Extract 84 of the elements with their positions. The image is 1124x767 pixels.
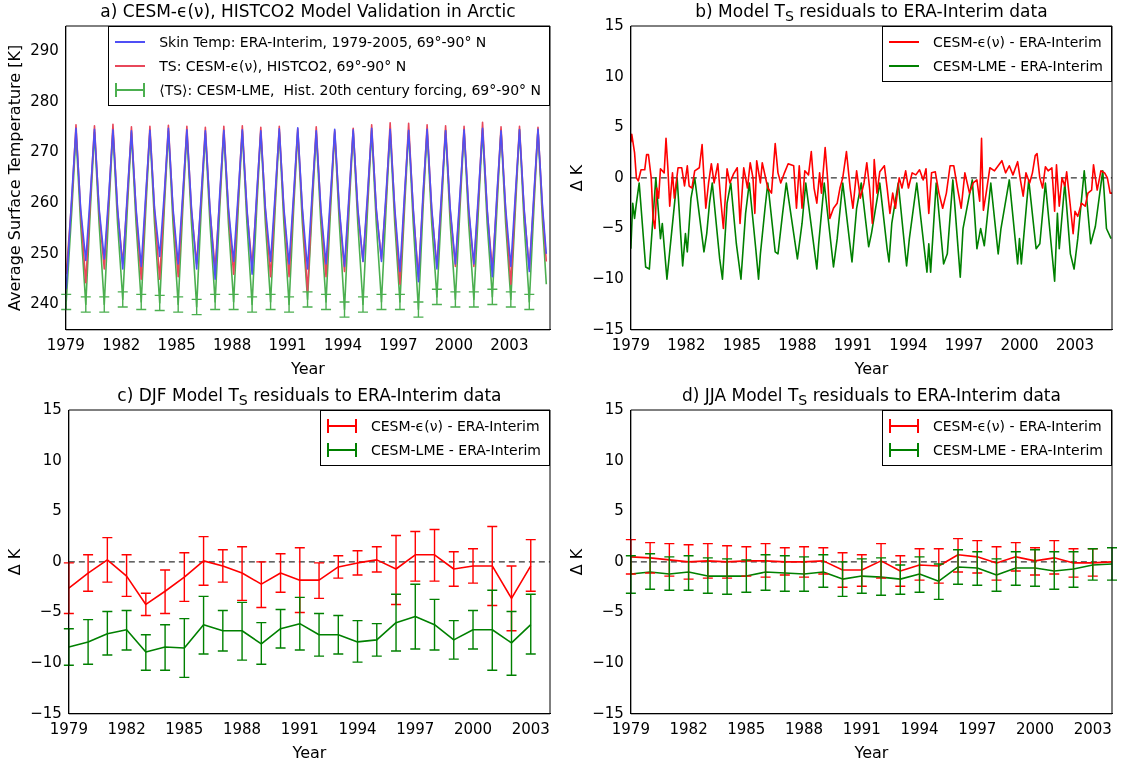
x-tick-label: 1988 <box>778 335 817 354</box>
x-tick-label: 2003 <box>1055 335 1095 354</box>
legend-label: ⟨TS⟩: CESM-LME, Hist. 20th century forcing, 69°-90° N <box>159 82 541 98</box>
x-axis-title: Year <box>291 742 327 762</box>
x-tick-label: 2003 <box>1073 719 1112 738</box>
x-tick-label: 1991 <box>842 719 881 738</box>
y-tick-label: 5 <box>614 117 624 136</box>
x-tick-label: 1985 <box>157 335 196 354</box>
y-axis-title: Δ K <box>4 548 24 576</box>
y-tick-label: 260 <box>30 193 59 212</box>
y-tick-label: 250 <box>30 243 59 262</box>
x-tick-label: 1982 <box>102 335 141 354</box>
x-tick-label: 1994 <box>900 719 939 738</box>
x-tick-label: 1997 <box>958 719 997 738</box>
x-tick-label: 1997 <box>944 335 984 354</box>
legend-label: CESM-LME - ERA-Interim <box>370 442 541 458</box>
y-tick-label: 5 <box>52 501 62 520</box>
x-tick-label: 1991 <box>268 335 307 354</box>
y-tick-label: 240 <box>30 294 59 313</box>
y-tick-label: −15 <box>30 703 62 722</box>
y-tick-label: −10 <box>30 653 62 672</box>
x-tick-label: 1982 <box>669 719 708 738</box>
y-tick-label: 280 <box>30 91 59 110</box>
y-tick-label: −5 <box>601 602 624 621</box>
y-tick-label: 5 <box>614 501 624 520</box>
legend-label: Skin Temp: ERA-Interim, 1979-2005, 69°-90° N <box>159 34 487 50</box>
y-tick-label: 10 <box>42 450 62 469</box>
y-tick-label: 290 <box>30 41 59 60</box>
x-tick-label: 2003 <box>511 719 550 738</box>
y-axis-title: Average Surface Temperature [K] <box>4 44 24 312</box>
y-tick-label: 0 <box>614 551 624 570</box>
chart-title: c) DJF Model T$_{S}$ residuals to ERA-Interim data <box>116 385 503 409</box>
chart-title: b) Model T$_{S}$ residuals to ERA-Interim data <box>694 1 1049 25</box>
x-tick-label: 1991 <box>280 719 319 738</box>
x-tick-label: 1985 <box>727 719 766 738</box>
x-tick-label: 1991 <box>833 335 873 354</box>
x-tick-label: 1994 <box>889 335 928 354</box>
chart-title: d) JJA Model T$_{S}$ residuals to ERA-Interim data <box>680 385 1062 409</box>
x-tick-label: 1982 <box>667 335 706 354</box>
chart-title: a) CESM-ϵ(ν), HISTCO2 Model Validation in Arctic <box>99 1 517 21</box>
y-tick-label: 15 <box>604 399 624 418</box>
x-tick-label: 1985 <box>165 719 204 738</box>
x-axis-title: Year <box>853 358 889 378</box>
y-tick-label: −5 <box>39 602 62 621</box>
legend-label: CESM-LME - ERA-Interim <box>932 442 1103 458</box>
legend-label: CESM-ϵ(ν) - ERA-Interim <box>932 418 1102 434</box>
x-tick-label: 2003 <box>490 335 529 354</box>
x-tick-label: 2000 <box>434 335 473 354</box>
x-tick-label: 1979 <box>49 719 88 738</box>
x-tick-label: 1988 <box>213 335 252 354</box>
y-tick-label: −10 <box>592 653 624 672</box>
y-tick-label: 10 <box>604 66 624 85</box>
x-axis-title: Year <box>853 742 889 762</box>
y-tick-label: 0 <box>52 551 62 570</box>
y-tick-label: 15 <box>604 15 624 34</box>
y-axis-title: Δ K <box>566 548 586 576</box>
y-tick-label: 0 <box>614 167 624 186</box>
x-tick-label: 1985 <box>722 335 761 354</box>
y-tick-label: 10 <box>604 450 624 469</box>
y-tick-label: 15 <box>42 399 62 418</box>
legend-label: CESM-ϵ(ν) - ERA-Interim <box>932 34 1102 50</box>
y-tick-label: −15 <box>592 703 624 722</box>
y-tick-label: −15 <box>592 319 624 338</box>
y-tick-label: −5 <box>601 218 624 237</box>
y-axis-title: Δ K <box>566 164 586 192</box>
y-tick-label: 270 <box>30 142 59 161</box>
legend-label: CESM-ϵ(ν) - ERA-Interim <box>370 418 540 434</box>
x-tick-label: 1988 <box>222 719 262 738</box>
x-tick-label: 1979 <box>46 335 85 354</box>
x-tick-label: 1979 <box>611 335 650 354</box>
y-tick-label: −10 <box>592 269 624 288</box>
x-tick-label: 1994 <box>323 335 363 354</box>
x-tick-label: 1979 <box>611 719 650 738</box>
legend-label: TS: CESM-ϵ(ν), HISTCO2, 69°-90° N <box>159 58 407 74</box>
legend-label: CESM-LME - ERA-Interim <box>932 58 1103 74</box>
x-tick-label: 1997 <box>396 719 435 738</box>
x-tick-label: 2000 <box>453 719 493 738</box>
x-tick-label: 1994 <box>338 719 377 738</box>
x-tick-label: 2000 <box>1000 335 1039 354</box>
x-tick-label: 2000 <box>1015 719 1055 738</box>
x-axis-title: Year <box>289 358 326 378</box>
x-tick-label: 1997 <box>379 335 418 354</box>
x-tick-label: 1982 <box>107 719 146 738</box>
x-tick-label: 1988 <box>784 719 824 738</box>
